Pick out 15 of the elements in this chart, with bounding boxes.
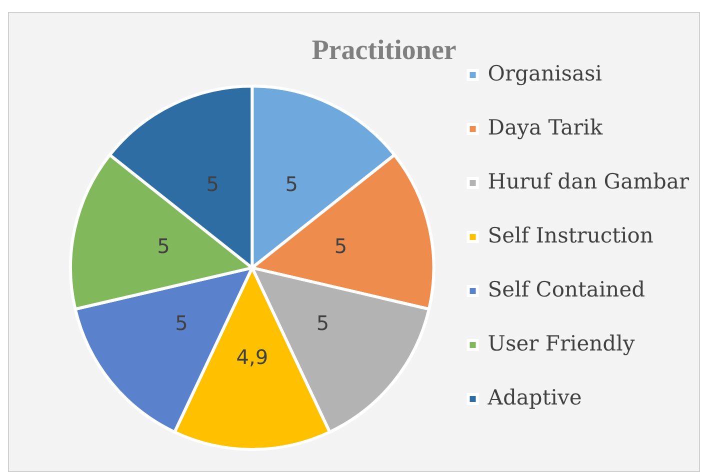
- data-label: 5: [334, 234, 348, 258]
- legend-label: Huruf dan Gambar: [488, 169, 690, 194]
- legend-label: Organisasi: [488, 61, 602, 86]
- data-label: 5: [285, 172, 298, 196]
- data-label: 5: [175, 311, 188, 336]
- legend-label: User Friendly: [488, 331, 635, 356]
- data-label: 5: [316, 311, 330, 336]
- legend-label: Self Instruction: [488, 223, 654, 248]
- chart-title: Practitioner: [312, 35, 456, 66]
- legend-label: Adaptive: [486, 385, 582, 410]
- legend-label: Daya Tarik: [488, 115, 603, 140]
- data-label: 5: [206, 172, 219, 196]
- data-label: 5: [157, 234, 170, 258]
- data-label: 4,9: [236, 344, 268, 369]
- legend-label: Self Contained: [488, 277, 646, 302]
